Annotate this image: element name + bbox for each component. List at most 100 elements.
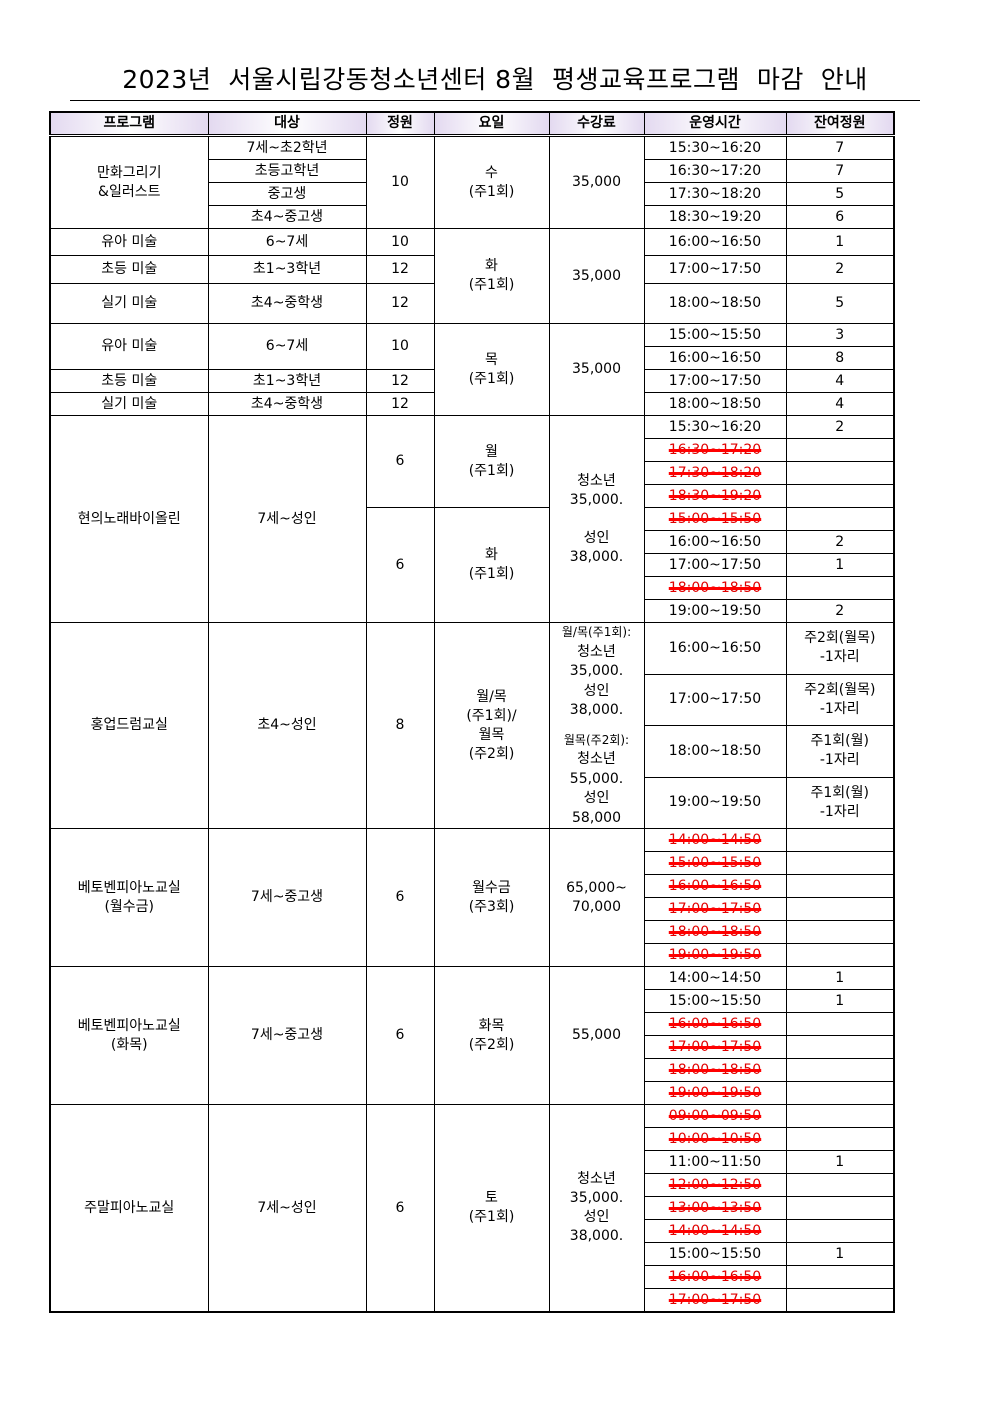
target: 7세~성인 [207,1104,367,1313]
remaining: 2 [785,599,895,623]
header-target: 대상 [207,111,367,137]
remaining: 5 [785,283,895,324]
time-slot-closed: 18:00~18:50 [643,576,787,600]
remaining [785,1081,895,1105]
day: 화 (주1회) [433,507,550,623]
remaining [785,1196,895,1220]
header-remaining: 잔여정원 [785,111,895,137]
program-name: 유아 미술 [49,323,209,370]
fee: 청소년 35,000. 성인 38,000. [548,1104,645,1313]
target: 초4~중학생 [207,283,367,324]
time-slot: 15:00~15:50 [643,323,787,347]
remaining: 3 [785,323,895,347]
time-slot-closed: 09:00~09:50 [643,1104,787,1128]
capacity: 6 [365,1104,435,1313]
header-row: 프로그램 대상 정원 요일 수강료 운영시간 잔여정원 [49,111,895,137]
capacity: 10 [365,135,435,229]
capacity: 10 [365,228,435,256]
time-slot-closed: 16:00~16:50 [643,874,787,898]
fee-weekly-1: 청소년 35,000. 성인 38,000. [569,643,624,719]
time-slot: 18:00~18:50 [643,392,787,416]
remaining [785,1219,895,1243]
remaining: 5 [785,182,895,206]
time-slot-closed: 16:00~16:50 [643,1265,787,1289]
program-name: 실기 미술 [49,392,209,416]
time-slot: 16:30~17:20 [643,159,787,183]
remaining [785,507,895,531]
target: 초4~중고생 [207,205,367,229]
fee-label-weekly-2: 월목(주2회): [563,732,630,747]
time-slot-closed: 18:30~19:20 [643,484,787,508]
target: 초4~중학생 [207,392,367,416]
remaining [785,1173,895,1197]
header-capacity: 정원 [365,111,435,137]
target: 초4~성인 [207,622,367,829]
remaining [785,438,895,462]
remaining: 7 [785,135,895,160]
remaining [785,851,895,875]
time-slot-closed: 12:00~12:50 [643,1173,787,1197]
remaining: 7 [785,159,895,183]
program-name: 실기 미술 [49,283,209,324]
program-name: 베토벤피아노교실 (월수금) [49,828,209,967]
program-name: 현의노래바이올린 [49,415,209,623]
time-slot: 15:30~16:20 [643,415,787,439]
target: 6~7세 [207,228,367,256]
fee: 35,000 [548,228,645,324]
remaining [785,897,895,921]
fee: 월/목(주1회): 청소년 35,000. 성인 38,000. 월목(주2회): 청… [548,622,645,829]
fee: 55,000 [548,966,645,1105]
remaining [785,828,895,852]
remaining [785,1104,895,1128]
remaining [785,1012,895,1036]
header-fee: 수강료 [548,111,645,137]
target: 6~7세 [207,323,367,370]
remaining: 8 [785,346,895,370]
time-slot-closed: 19:00~19:50 [643,1081,787,1105]
day: 월/목 (주1회)/ 월목 (주2회) [433,622,550,829]
remaining [785,1265,895,1289]
time-slot: 18:30~19:20 [643,205,787,229]
capacity: 12 [365,369,435,393]
target: 7세~중고생 [207,828,367,967]
time-slot-closed: 14:00~14:50 [643,828,787,852]
time-slot-closed: 17:30~18:20 [643,461,787,485]
remaining [785,1288,895,1313]
program-name: 초등 미술 [49,369,209,393]
time-slot-closed: 17:00~17:50 [643,1035,787,1059]
program-name: 주말피아노교실 [49,1104,209,1313]
remaining: 주2회(월목) -1자리 [785,622,895,675]
page-title: 2023년 서울시립강동청소년센터 8월 평생교육프로그램 마감 안내 [70,60,920,101]
remaining: 1 [785,228,895,256]
time-slot-closed: 14:00~14:50 [643,1219,787,1243]
remaining: 1 [785,1150,895,1174]
program-name: 유아 미술 [49,228,209,256]
fee: 35,000 [548,135,645,229]
program-name: 만화그리기 &일러스트 [49,135,209,229]
time-slot-closed: 15:00~15:50 [643,851,787,875]
program-name: 베토벤피아노교실 (화목) [49,966,209,1105]
fee-weekly-2: 청소년 55,000. 성인 58,000 [569,751,624,826]
remaining: 2 [785,415,895,439]
header-day: 요일 [433,111,550,137]
time-slot: 19:00~19:50 [643,599,787,623]
capacity: 10 [365,323,435,370]
day: 목 (주1회) [433,323,550,416]
target: 중고생 [207,182,367,206]
day: 월 (주1회) [433,415,550,508]
time-slot: 17:00~17:50 [643,673,787,726]
capacity: 8 [365,622,435,829]
remaining [785,874,895,898]
time-slot-closed: 17:00~17:50 [643,897,787,921]
capacity: 12 [365,255,435,284]
time-slot: 11:00~11:50 [643,1150,787,1174]
capacity: 6 [365,507,435,623]
time-slot: 18:00~18:50 [643,725,787,778]
remaining [785,576,895,600]
time-slot-closed: 19:00~19:50 [643,943,787,967]
time-slot: 16:00~16:50 [643,530,787,554]
day: 월수금 (주3회) [433,828,550,967]
remaining: 1 [785,966,895,990]
time-slot: 17:00~17:50 [643,553,787,577]
header-time: 운영시간 [643,111,787,137]
